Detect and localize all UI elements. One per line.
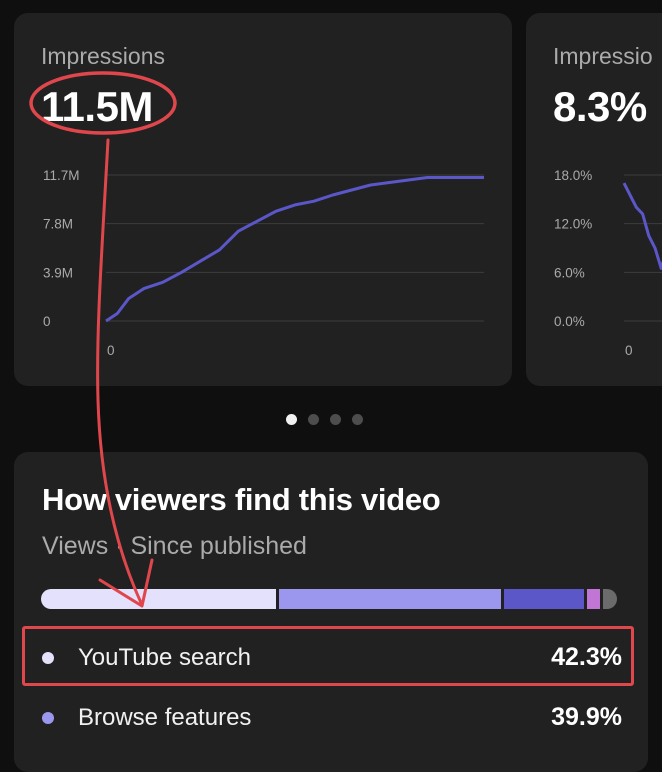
impressions-chart: 11.7M 7.8M 3.9M 0 0 bbox=[43, 168, 484, 358]
y-tick-label: 18.0% bbox=[554, 168, 592, 183]
ctr-label: Impressio bbox=[553, 43, 653, 69]
bar-segment bbox=[41, 589, 277, 609]
section-title: How viewers find this video bbox=[42, 482, 441, 517]
y-tick-label: 12.0% bbox=[554, 217, 592, 232]
bar-segment bbox=[586, 589, 601, 609]
y-tick-label: 7.8M bbox=[43, 217, 73, 232]
bar-segment bbox=[504, 589, 584, 609]
impressions-card[interactable]: Impressions 11.5M 11.7M 7.8M 3.9M 0 0 bbox=[14, 13, 512, 386]
y-tick-label: 11.7M bbox=[43, 168, 80, 183]
traffic-source-row-browse-features[interactable]: Browse features 39.9% bbox=[42, 698, 622, 738]
traffic-source-row-youtube-search[interactable]: YouTube search 42.3% bbox=[42, 638, 622, 678]
section-subtitle: Views · Since published bbox=[42, 532, 307, 560]
x-tick-label: 0 bbox=[625, 343, 633, 358]
ctr-chart: 18.0% 12.0% 6.0% 0.0% 0 bbox=[554, 168, 662, 358]
annotation-highlight-box bbox=[22, 626, 634, 686]
bar-segment bbox=[603, 589, 617, 609]
carousel-dot[interactable] bbox=[330, 414, 341, 425]
source-name: YouTube search bbox=[78, 644, 252, 671]
carousel-dot[interactable] bbox=[286, 414, 297, 425]
carousel-dots[interactable] bbox=[286, 414, 363, 425]
legend-bullet bbox=[42, 652, 54, 664]
carousel-dot[interactable] bbox=[352, 414, 363, 425]
legend-bullet bbox=[42, 712, 54, 724]
bar-segment bbox=[279, 589, 502, 609]
ctr-value: 8.3% bbox=[553, 83, 647, 130]
y-tick-label: 3.9M bbox=[43, 265, 73, 280]
traffic-sources-card: How viewers find this video Views · Sinc… bbox=[14, 452, 648, 772]
carousel-dot[interactable] bbox=[308, 414, 319, 425]
series-line bbox=[105, 176, 484, 323]
series-line bbox=[622, 182, 662, 270]
impressions-label: Impressions bbox=[41, 43, 165, 69]
y-tick-label: 6.0% bbox=[554, 265, 585, 280]
y-tick-label: 0 bbox=[43, 314, 51, 329]
x-tick-label: 0 bbox=[107, 343, 115, 358]
ctr-card[interactable]: Impressio 8.3% 18.0% 12.0% 6.0% 0.0% 0 bbox=[526, 13, 662, 386]
y-tick-label: 0.0% bbox=[554, 314, 585, 329]
source-percent: 39.9% bbox=[551, 703, 622, 731]
source-percent: 42.3% bbox=[551, 643, 622, 671]
source-name: Browse features bbox=[78, 704, 252, 731]
